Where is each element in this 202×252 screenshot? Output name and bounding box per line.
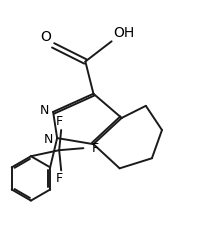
Text: F: F — [55, 115, 62, 128]
Text: F: F — [91, 142, 98, 155]
Text: N: N — [39, 104, 48, 117]
Text: OH: OH — [113, 26, 134, 40]
Text: N: N — [43, 133, 53, 146]
Text: O: O — [40, 30, 51, 44]
Text: F: F — [55, 172, 62, 185]
